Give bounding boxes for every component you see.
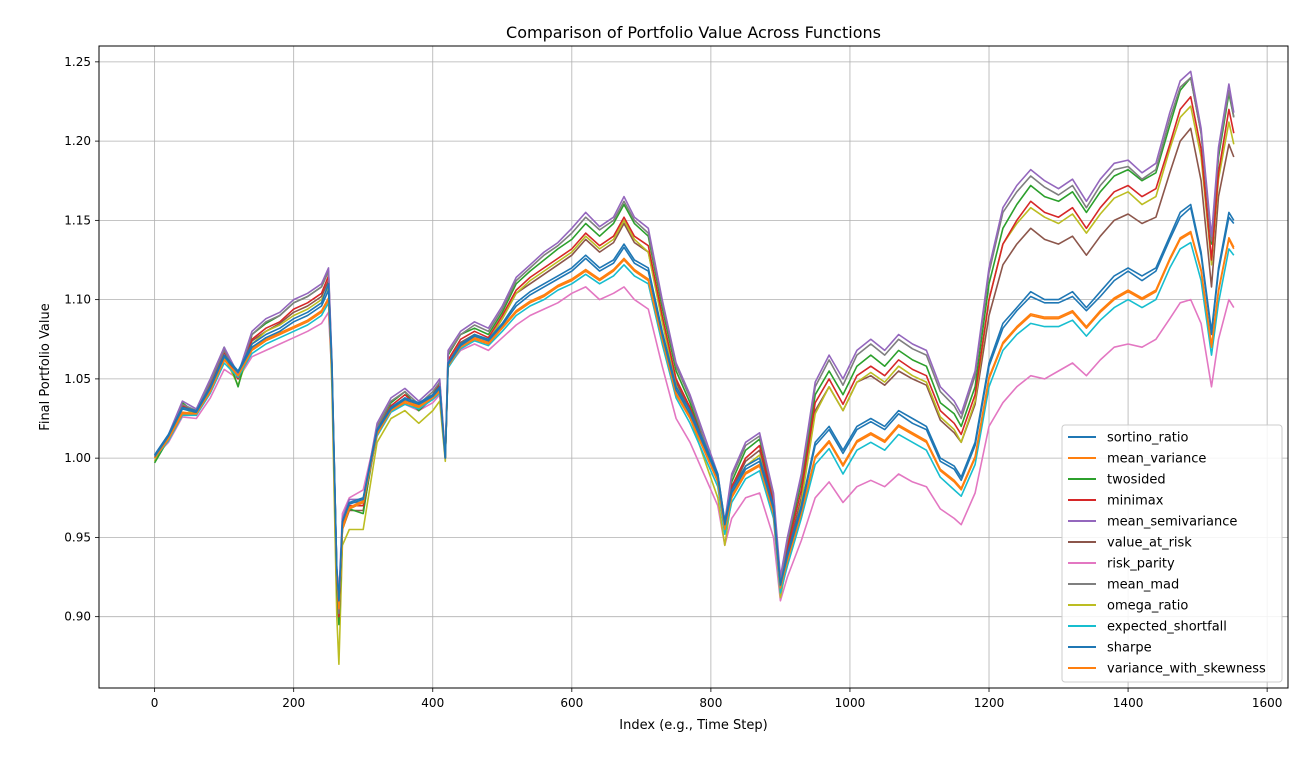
legend: sortino_ratio mean_variance twosided minima… — [1061, 424, 1283, 683]
legend-label: mean_mad — [1107, 578, 1179, 593]
x-tick-label: 600 — [560, 696, 583, 710]
x-tick-label: 800 — [699, 696, 722, 710]
axis-ticks: 0 200 400 600 800 1000 1200 1400 1600 0.90 0.95 1.0… — [64, 55, 1282, 710]
plot-frame — [98, 45, 1289, 689]
y-tick-label: 0.90 — [64, 610, 91, 624]
chart-title: Comparison of Portfolio Value Across Fun… — [506, 23, 881, 42]
x-tick-label: 1200 — [974, 696, 1005, 710]
x-tick-label: 1400 — [1113, 696, 1144, 710]
x-tick-label: 1000 — [835, 696, 866, 710]
legend-label: mean_semivariance — [1107, 515, 1237, 530]
series-lines — [153, 70, 1235, 666]
y-tick-label: 0.95 — [64, 530, 91, 544]
legend-label: omega_ratio — [1107, 599, 1188, 614]
legend-label: value_at_risk — [1107, 536, 1192, 551]
y-tick-label: 1.00 — [64, 451, 91, 465]
x-tick-label: 400 — [421, 696, 444, 710]
x-tick-label: 200 — [282, 696, 305, 710]
legend-label: minimax — [1107, 494, 1164, 509]
x-axis-label: Index (e.g., Time Step) — [619, 718, 767, 733]
legend-label: risk_parity — [1107, 557, 1175, 572]
series-line-sharpe — [153, 206, 1235, 602]
legend-box — [1061, 424, 1283, 683]
y-tick-label: 1.05 — [64, 372, 91, 386]
x-tick-label: 1600 — [1252, 696, 1283, 710]
legend-label: sharpe — [1107, 641, 1152, 656]
legend-label: twosided — [1107, 473, 1166, 488]
y-axis-label: Final Portfolio Value — [38, 303, 53, 430]
y-tick-label: 1.25 — [64, 55, 91, 69]
y-tick-label: 1.10 — [64, 293, 91, 307]
legend-label: expected_shortfall — [1107, 620, 1227, 635]
y-tick-label: 1.20 — [64, 134, 91, 148]
legend-label: variance_with_skewness — [1107, 662, 1266, 677]
x-tick-label: 0 — [151, 696, 159, 710]
legend-label: sortino_ratio — [1107, 431, 1188, 446]
legend-label: mean_variance — [1107, 452, 1206, 467]
y-tick-label: 1.15 — [64, 213, 91, 227]
